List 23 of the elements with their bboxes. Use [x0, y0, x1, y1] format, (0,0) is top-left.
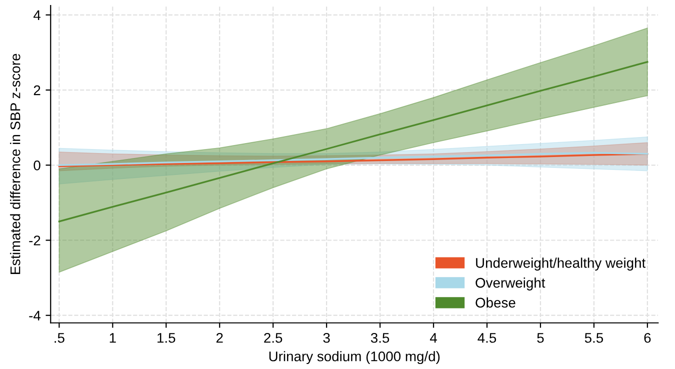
y-tick-label: 0 [34, 160, 40, 170]
x-tick-label: .5 [54, 333, 64, 343]
y-tick-label: -4 [29, 310, 40, 320]
legend-label: Underweight/healthy weight [476, 258, 646, 271]
y-tick-label: 4 [34, 10, 40, 20]
x-tick-label: 3.5 [370, 332, 390, 343]
x-tick-label: 1 [110, 333, 116, 343]
x-tick-label: 3 [323, 332, 330, 343]
x-tick-label: 6 [644, 332, 651, 343]
legend-label: Overweight [476, 278, 546, 290]
x-tick-label: 2 [216, 332, 223, 343]
y-tick-label: 2 [34, 85, 40, 96]
x-axis-title: Urinary sodium (1000 mg/d) [269, 351, 440, 364]
y-axis-title: Estimated difference in SBP z-score [10, 54, 20, 274]
line-series [58, 61, 648, 222]
x-tick-label: 5.5 [584, 333, 604, 343]
x-tick-label: 4.5 [478, 333, 496, 343]
legend-label: Obese [476, 297, 516, 308]
x-tick-label: 4 [430, 333, 437, 343]
y-tick-label: -2 [29, 236, 40, 246]
x-tick-label: 5 [537, 333, 544, 343]
x-tick-label: 2.5 [264, 332, 282, 343]
x-tick-label: 1.5 [158, 333, 176, 343]
